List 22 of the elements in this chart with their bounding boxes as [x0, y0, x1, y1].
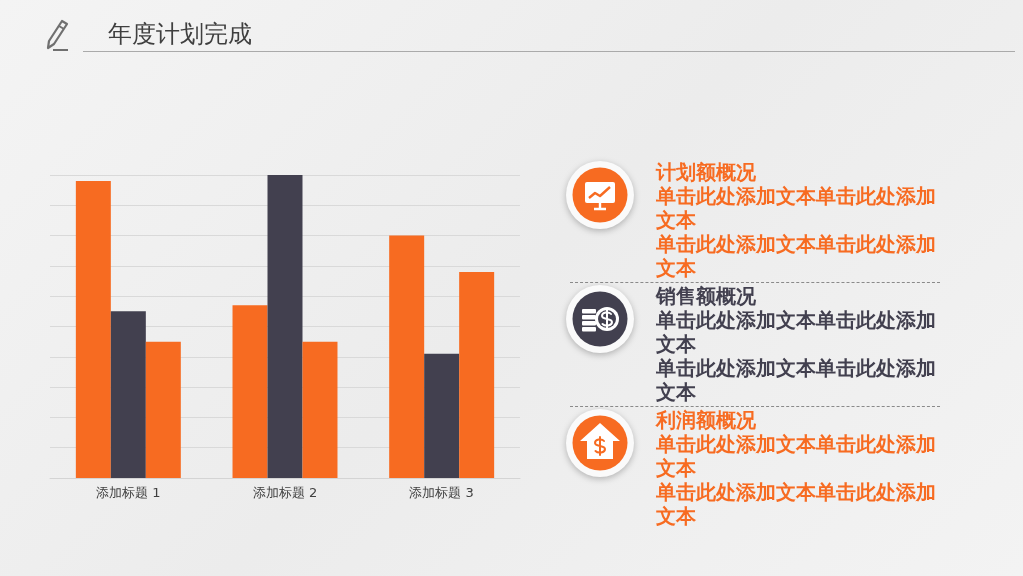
text: 单击此处添加文本单击此处添加文本 — [656, 184, 937, 232]
bar — [459, 271, 495, 478]
text: 单击此处添加文本单击此处添加文本 — [656, 432, 937, 480]
bar — [302, 341, 338, 478]
text: 销售额概况 — [656, 284, 756, 308]
x-tick-label: 添加标题 1 — [96, 485, 161, 500]
chart-title: 年度计划完成 — [108, 19, 252, 50]
bar — [232, 305, 268, 478]
text: 计划额概况 — [656, 160, 756, 184]
text: 利润额概况 — [656, 408, 756, 432]
bar — [424, 353, 460, 478]
text: 单击此处添加文本单击此处添加文本 — [656, 480, 937, 528]
bar — [145, 341, 181, 478]
bar — [75, 181, 111, 478]
text: 单击此处添加文本单击此处添加文本 — [656, 308, 937, 356]
x-tick-label: 添加标题 3 — [409, 485, 474, 500]
text: 单击此处添加文本单击此处添加文本 — [656, 356, 937, 404]
bar — [267, 175, 303, 478]
text: 单击此处添加文本单击此处添加文本 — [656, 232, 937, 280]
bar — [110, 311, 146, 478]
bar — [389, 235, 425, 478]
x-tick-label: 添加标题 2 — [252, 485, 318, 500]
